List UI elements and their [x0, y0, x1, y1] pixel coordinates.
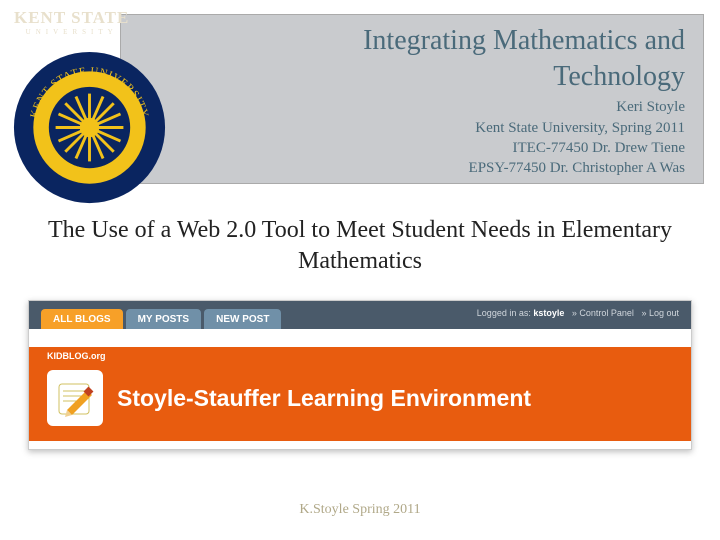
course-line-2: EPSY-77450 Dr. Christopher A Was [181, 158, 685, 178]
blog-topbar: ALL BLOGS MY POSTS NEW POST Logged in as… [29, 301, 691, 329]
blog-gap [29, 329, 691, 347]
title-header-box: Integrating Mathematics and Technology K… [120, 14, 704, 184]
logged-in-user: kstoyle [533, 308, 564, 318]
wordmark-line2: UNIVERSITY [14, 28, 129, 36]
blog-title: Stoyle-Stauffer Learning Environment [117, 385, 531, 412]
kidblog-label: KIDBLOG.org [47, 351, 106, 361]
blog-userbar: Logged in as: kstoyle » Control Panel » … [477, 308, 679, 318]
university-wordmark: KENT STATE UNIVERSITY [14, 8, 129, 36]
tab-all-blogs[interactable]: ALL BLOGS [41, 309, 123, 329]
logout-link[interactable]: » Log out [641, 308, 679, 318]
wordmark-line1: KENT STATE [14, 8, 129, 27]
slide-subtitle: The Use of a Web 2.0 Tool to Meet Studen… [30, 215, 690, 277]
main-title-line2: Technology [181, 61, 685, 93]
tab-new-post[interactable]: NEW POST [204, 309, 281, 329]
university-seal: KENT STATE UNIVERSITY OHIO · 1910 [12, 50, 167, 205]
author-name: Keri Stoyle [181, 97, 685, 117]
pencil-note-icon [47, 370, 103, 426]
tab-my-posts[interactable]: MY POSTS [126, 309, 202, 329]
control-panel-link[interactable]: » Control Panel [572, 308, 634, 318]
course-line-1: ITEC-77450 Dr. Drew Tiene [181, 138, 685, 158]
logged-in-label: Logged in as: [477, 308, 534, 318]
main-title-line1: Integrating Mathematics and [181, 25, 685, 57]
institution-line: Kent State University, Spring 2011 [181, 118, 685, 138]
slide-footer: K.Stoyle Spring 2011 [0, 502, 720, 518]
blog-screenshot: ALL BLOGS MY POSTS NEW POST Logged in as… [28, 300, 692, 450]
blog-banner: KIDBLOG.org Stoyle-Stauffer Learning Env… [29, 347, 691, 441]
